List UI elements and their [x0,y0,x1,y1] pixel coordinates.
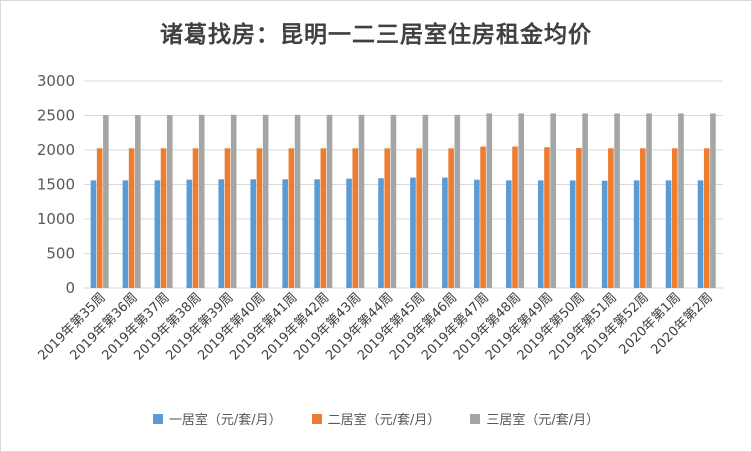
bar-2 [480,146,486,288]
bar-1 [665,180,672,288]
bar-1 [601,180,608,288]
bar-2 [320,148,327,288]
bar-1 [378,178,384,288]
bar-2 [640,148,646,288]
legend: 一居室（元/套/月） 二居室（元/套/月） 三居室（元/套/月） [1,409,751,428]
legend-swatch [470,413,481,424]
bar-2 [224,148,231,288]
bar-3 [135,115,141,288]
bar-2 [544,147,550,288]
y-tick-label: 1500 [37,176,75,194]
legend-label: 二居室（元/套/月） [327,413,441,428]
bar-1 [346,178,352,288]
legend-item: 一居室（元/套/月） [152,409,282,428]
bar-3 [614,113,620,289]
bar-3 [454,114,461,288]
bar-2 [671,148,678,288]
y-tick-label: 0 [65,279,75,297]
bar-3 [294,114,301,288]
bar-2 [703,148,710,288]
bar-2 [416,148,422,288]
bar-2 [128,148,135,288]
bar-2 [352,148,359,288]
bar-3 [710,113,716,289]
y-tick-label: 1000 [37,210,75,228]
bar-2 [192,148,199,288]
bar-2 [96,148,103,288]
bar-3 [230,114,237,288]
bar-2 [512,146,518,288]
legend-swatch [311,413,322,424]
bar-1 [154,180,161,288]
y-tick-label: 2000 [37,141,75,159]
bar-2 [160,148,167,288]
bar-1 [537,180,544,288]
bar-3 [646,113,652,289]
legend-swatch [152,413,163,424]
bar-3 [550,113,556,289]
bar-1 [250,179,257,288]
bar-1 [90,180,97,288]
y-tick-label: 500 [46,245,75,263]
legend-item: 二居室（元/套/月） [311,409,441,428]
bar-3 [422,114,429,288]
bar-3 [198,114,205,288]
bar-1 [218,179,225,288]
bar-3 [262,114,269,288]
legend-label: 一居室（元/套/月） [168,413,282,428]
bar-1 [314,179,320,288]
bar-1 [569,180,576,288]
bar-2 [256,148,263,288]
bar-2 [288,148,295,288]
bar-1 [186,179,193,288]
y-tick-label: 2500 [37,107,75,125]
bar-3 [358,114,365,288]
bar-1 [474,179,480,288]
chart-title: 诸葛找房：昆明一二三居室住房租金均价 [160,21,592,48]
bar-2 [576,147,582,288]
bar-3 [678,113,684,289]
bar-2 [384,148,391,288]
bar-3 [582,113,588,289]
bar-3 [518,113,525,289]
plot-area: 0500100015002000250030002019年第35周2019年第3… [36,72,723,364]
bar-1 [633,180,640,288]
legend-item: 三居室（元/套/月） [470,409,599,428]
bar-1 [506,180,512,288]
bar-1 [282,179,288,288]
bar-3 [390,114,397,288]
bar-3 [103,115,109,288]
bar-1 [122,180,129,288]
legend-label: 三居室（元/套/月） [486,413,600,428]
bar-1 [410,177,416,288]
bar-2 [448,148,454,288]
bar-3 [486,113,493,289]
bar-1 [442,177,448,288]
bar-1 [697,180,704,288]
bar-3 [326,114,333,288]
bar-3 [166,115,173,288]
bar-2 [608,148,614,288]
y-tick-label: 3000 [37,72,75,90]
